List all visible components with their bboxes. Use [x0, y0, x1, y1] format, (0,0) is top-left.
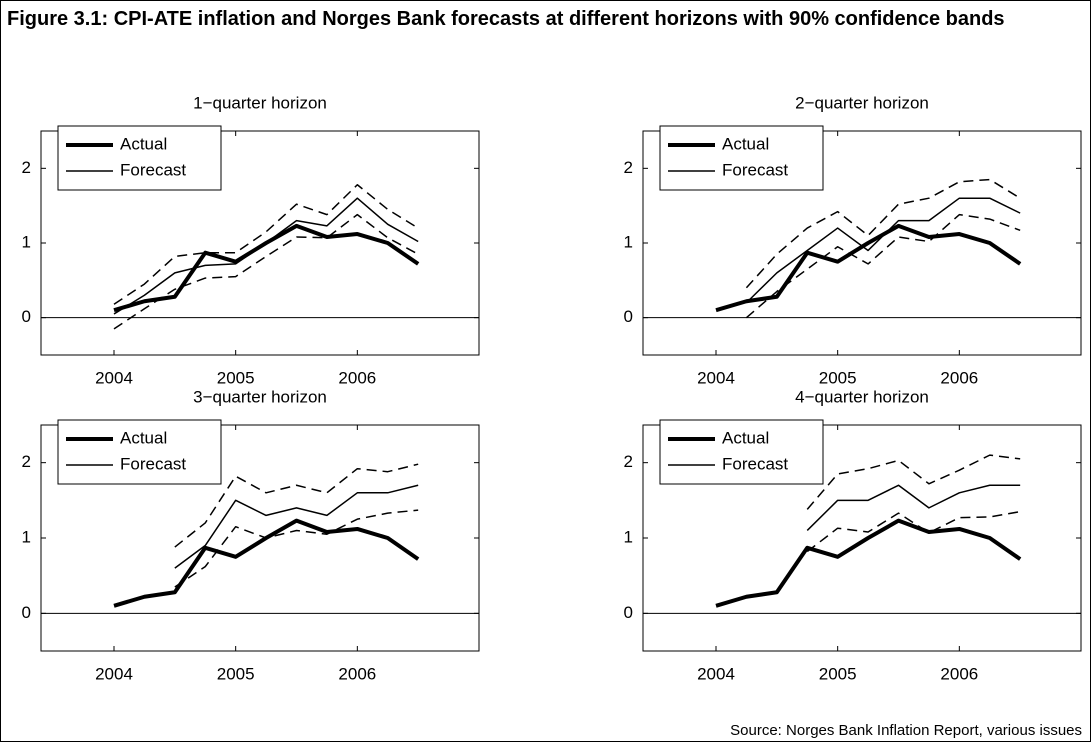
series-line [715, 518, 1022, 608]
panel-title: 2−quarter horizon [795, 93, 929, 112]
series-line [745, 197, 1021, 304]
x-tick-label: 2005 [819, 664, 857, 683]
legend-label: Actual [120, 428, 167, 447]
legend-box [57, 419, 222, 485]
figure-title: Figure 3.1: CPI-ATE inflation and Norges… [7, 8, 1005, 30]
y-tick-label: 0 [624, 307, 633, 326]
legend-box [659, 419, 824, 485]
series-line [113, 197, 419, 315]
x-tick-label: 2004 [697, 664, 735, 683]
y-tick-label: 2 [624, 158, 633, 177]
band-line [113, 213, 419, 330]
series-line [715, 223, 1022, 313]
band-line [745, 213, 1021, 319]
panel-title: 3−quarter horizon [193, 387, 327, 406]
x-tick-label: 2005 [217, 368, 255, 387]
x-tick-label: 2006 [338, 368, 376, 387]
y-tick-label: 1 [624, 527, 633, 546]
band-line [174, 463, 419, 548]
legend-label: Forecast [722, 454, 788, 473]
x-tick-label: 2005 [217, 664, 255, 683]
y-tick-label: 1 [624, 232, 633, 251]
x-tick-label: 2006 [940, 368, 978, 387]
band-line [113, 184, 419, 305]
legend-label: Actual [722, 134, 769, 153]
band-line [806, 510, 1021, 553]
series-line [113, 223, 420, 313]
panel-title: 4−quarter horizon [795, 387, 929, 406]
legend-label: Actual [120, 134, 167, 153]
x-tick-label: 2004 [95, 368, 133, 387]
y-tick-label: 2 [624, 452, 633, 471]
x-tick-label: 2006 [338, 664, 376, 683]
legend-label: Forecast [120, 160, 186, 179]
legend-box [57, 125, 222, 191]
panel-title: 1−quarter horizon [193, 93, 327, 112]
band-line [745, 178, 1021, 289]
x-tick-label: 2004 [95, 664, 133, 683]
series-line [113, 518, 420, 608]
series-line [174, 484, 419, 569]
legend-box [659, 125, 824, 191]
x-tick-label: 2005 [819, 368, 857, 387]
y-tick-label: 2 [22, 452, 31, 471]
y-tick-label: 1 [22, 232, 31, 251]
band-line [174, 509, 419, 588]
x-tick-label: 2006 [940, 664, 978, 683]
x-tick-label: 2004 [697, 368, 735, 387]
y-tick-label: 1 [22, 527, 31, 546]
source-note: Source: Norges Bank Inflation Report, va… [730, 722, 1082, 739]
y-tick-label: 2 [22, 158, 31, 177]
legend-label: Forecast [120, 454, 186, 473]
y-tick-label: 0 [22, 307, 31, 326]
series-line [806, 484, 1021, 531]
band-line [806, 454, 1021, 510]
y-tick-label: 0 [22, 603, 31, 622]
legend-label: Forecast [722, 160, 788, 179]
legend-label: Actual [722, 428, 769, 447]
y-tick-label: 0 [624, 603, 633, 622]
